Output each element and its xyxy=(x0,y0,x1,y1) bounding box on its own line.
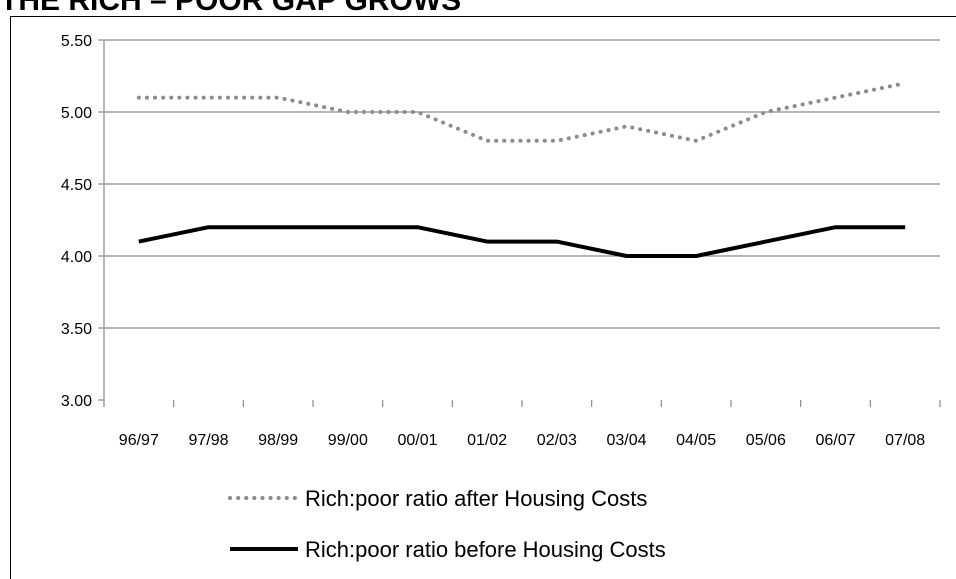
x-tick-label: 98/99 xyxy=(258,432,298,449)
y-tick-label: 3.50 xyxy=(61,321,92,338)
y-tick-label: 4.50 xyxy=(61,177,92,194)
y-tick-label: 5.50 xyxy=(61,33,92,50)
x-tick-label: 96/97 xyxy=(119,432,159,449)
legend-label: Rich:poor ratio after Housing Costs xyxy=(305,486,647,511)
y-tick-label: 4.00 xyxy=(61,249,92,266)
x-tick-label: 06/07 xyxy=(815,432,855,449)
legend-label: Rich:poor ratio before Housing Costs xyxy=(305,537,666,562)
axes xyxy=(98,40,940,407)
y-tick-labels: 3.00 3.50 4.00 4.50 5.00 5.50 xyxy=(61,33,92,410)
x-tick-label: 02/03 xyxy=(537,432,577,449)
x-tick-labels: 96/97 97/98 98/99 99/00 00/01 01/02 02/03 03/04… xyxy=(119,432,925,449)
y-tick-label: 5.00 xyxy=(61,105,92,122)
x-tick-label: 01/02 xyxy=(467,432,507,449)
series-line-2 xyxy=(139,227,905,256)
x-tick-label: 07/08 xyxy=(885,432,925,449)
series-lines xyxy=(139,83,905,256)
x-tick-label: 05/06 xyxy=(746,432,786,449)
x-tick-label: 03/04 xyxy=(606,432,646,449)
x-tick-label: 99/00 xyxy=(328,432,368,449)
y-tick-label: 3.00 xyxy=(61,393,92,410)
gridlines xyxy=(104,40,940,328)
legend: Rich:poor ratio after Housing Costs Rich:… xyxy=(230,486,666,562)
x-tick-label: 04/05 xyxy=(676,432,716,449)
x-tick-label: 97/98 xyxy=(188,432,228,449)
x-tick-label: 00/01 xyxy=(397,432,437,449)
